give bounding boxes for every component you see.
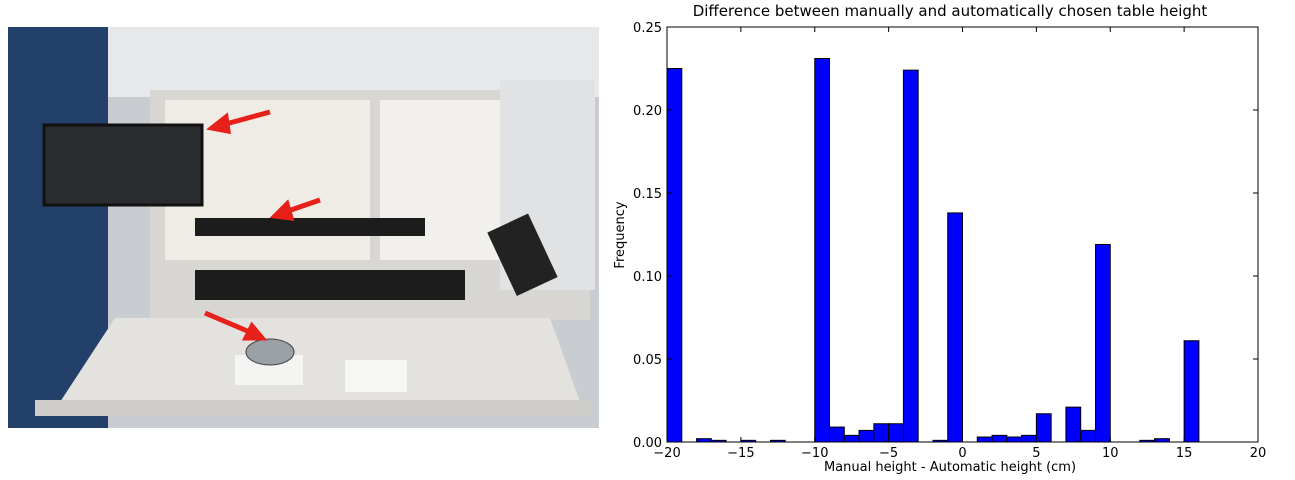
x-tick-label: −10: [801, 446, 828, 461]
bar: [1065, 406, 1082, 443]
chart-title: Difference between manually and automati…: [693, 2, 1208, 20]
bin-row: [195, 218, 425, 236]
tool-holder: [487, 213, 558, 297]
ring: [245, 338, 295, 366]
y-tick-label: 0.25: [633, 21, 662, 36]
bar: [1021, 434, 1037, 443]
y-tick-label: 0.05: [633, 353, 662, 368]
bar: [1035, 413, 1052, 443]
bar: [873, 423, 890, 443]
y-tick-label: 0.15: [633, 187, 662, 202]
y-tick-label: 0.20: [633, 104, 662, 119]
bar: [1183, 340, 1200, 443]
fixture: [345, 360, 407, 392]
y-axis-label: Frequency: [613, 201, 628, 268]
y-tick-label: 0.10: [633, 270, 662, 285]
y-tick-label: 0.00: [633, 436, 662, 451]
bar: [1006, 436, 1023, 443]
bar: [829, 426, 845, 443]
bin-row: [195, 270, 465, 300]
x-tick-label: 5: [1032, 446, 1040, 461]
arrows: [204, 109, 321, 341]
bar: [976, 436, 993, 443]
x-tick-label: −20: [653, 446, 680, 461]
x-tick-label: 15: [1176, 446, 1193, 461]
bar: [666, 68, 683, 443]
x-tick-label: −5: [879, 446, 898, 461]
table-edge: [35, 400, 590, 416]
bar: [1094, 243, 1111, 443]
x-tick-label: 10: [1102, 446, 1119, 461]
x-axis-label: Manual height - Automatic height (cm): [824, 460, 1076, 475]
bar: [843, 434, 860, 443]
bar: [888, 423, 904, 443]
bar: [991, 434, 1008, 443]
table-top: [60, 318, 580, 402]
x-tick-label: −15: [727, 446, 754, 461]
x-tick-label: 0: [958, 446, 966, 461]
bar: [858, 429, 875, 443]
bar: [902, 69, 919, 443]
photo: [8, 27, 599, 428]
bar: [1080, 429, 1096, 443]
bar: [947, 212, 963, 443]
bar: [814, 58, 831, 443]
monitor: [42, 123, 204, 207]
x-tick-label: 20: [1250, 446, 1267, 461]
